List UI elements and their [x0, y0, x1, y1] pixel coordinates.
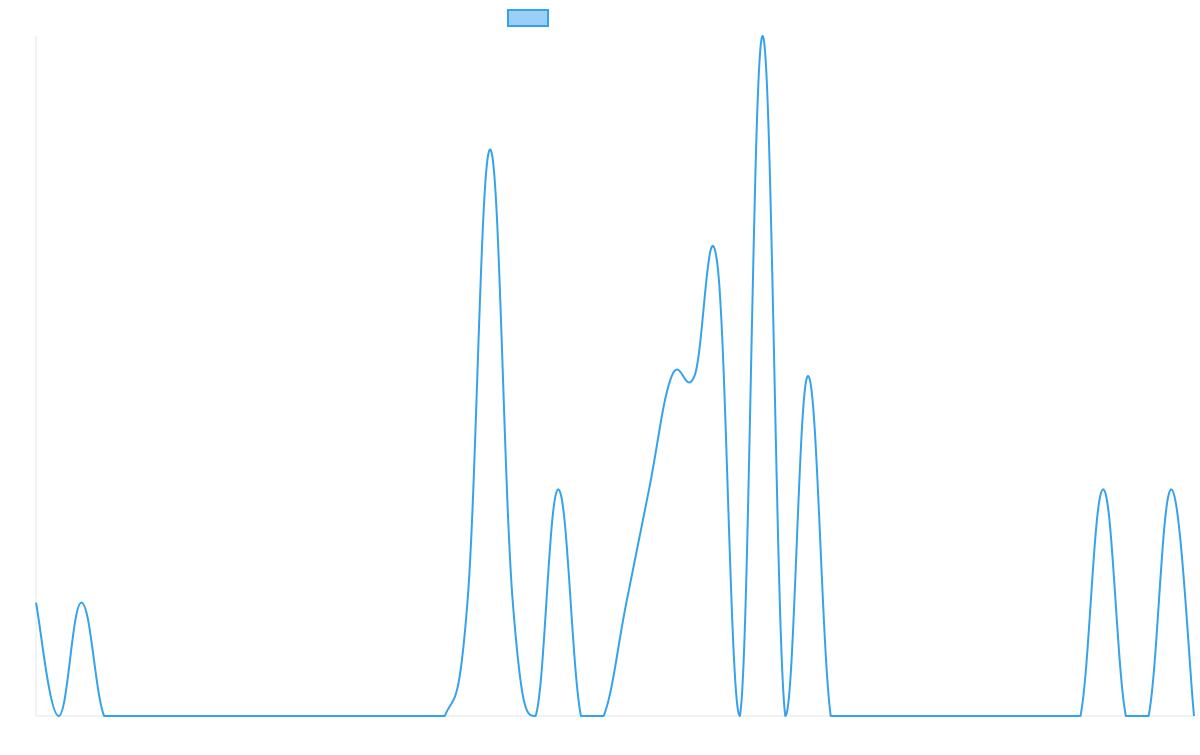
data-point[interactable] [33, 600, 39, 606]
data-point[interactable] [283, 713, 289, 719]
data-point[interactable] [691, 373, 697, 379]
data-point[interactable] [555, 486, 561, 492]
series-layer [33, 33, 1197, 719]
data-point[interactable] [941, 713, 947, 719]
data-point[interactable] [169, 713, 175, 719]
data-point[interactable] [714, 260, 720, 266]
data-point[interactable] [1146, 713, 1152, 719]
data-point[interactable] [1123, 713, 1129, 719]
data-point[interactable] [351, 713, 357, 719]
data-point[interactable] [78, 600, 84, 606]
data-point[interactable] [533, 713, 539, 719]
data-point[interactable] [1032, 713, 1038, 719]
data-point[interactable] [487, 146, 493, 152]
data-point[interactable] [601, 713, 607, 719]
data-point[interactable] [1168, 486, 1174, 492]
data-point[interactable] [1191, 713, 1197, 719]
data-point[interactable] [987, 713, 993, 719]
data-point[interactable] [1077, 713, 1083, 719]
data-point[interactable] [646, 486, 652, 492]
data-point[interactable] [760, 33, 766, 39]
data-point[interactable] [305, 713, 311, 719]
data-point[interactable] [737, 713, 743, 719]
data-point[interactable] [260, 713, 266, 719]
data-point[interactable] [919, 713, 925, 719]
data-point[interactable] [873, 713, 879, 719]
data-point[interactable] [464, 600, 470, 606]
data-point[interactable] [964, 713, 970, 719]
data-point[interactable] [850, 713, 856, 719]
data-point[interactable] [101, 713, 107, 719]
data-point[interactable] [124, 713, 130, 719]
data-point[interactable] [782, 713, 788, 719]
data-point[interactable] [396, 713, 402, 719]
data-point[interactable] [578, 713, 584, 719]
data-point[interactable] [896, 713, 902, 719]
data-point[interactable] [215, 713, 221, 719]
data-point[interactable] [1055, 713, 1061, 719]
data-point[interactable] [623, 600, 629, 606]
data-point[interactable] [1009, 713, 1015, 719]
data-point[interactable] [510, 600, 516, 606]
data-point[interactable] [328, 713, 334, 719]
data-point[interactable] [669, 373, 675, 379]
series-line-0 [35, 35, 1195, 717]
data-point[interactable] [237, 713, 243, 719]
data-point[interactable] [442, 713, 448, 719]
data-point[interactable] [147, 713, 153, 719]
legend-swatch[interactable] [507, 9, 549, 27]
data-point[interactable] [56, 713, 62, 719]
legend[interactable] [507, 9, 549, 27]
data-point[interactable] [374, 713, 380, 719]
axes [35, 36, 1194, 717]
data-point[interactable] [192, 713, 198, 719]
data-point[interactable] [1100, 486, 1106, 492]
data-point[interactable] [419, 713, 425, 719]
data-point[interactable] [828, 713, 834, 719]
data-point[interactable] [805, 373, 811, 379]
